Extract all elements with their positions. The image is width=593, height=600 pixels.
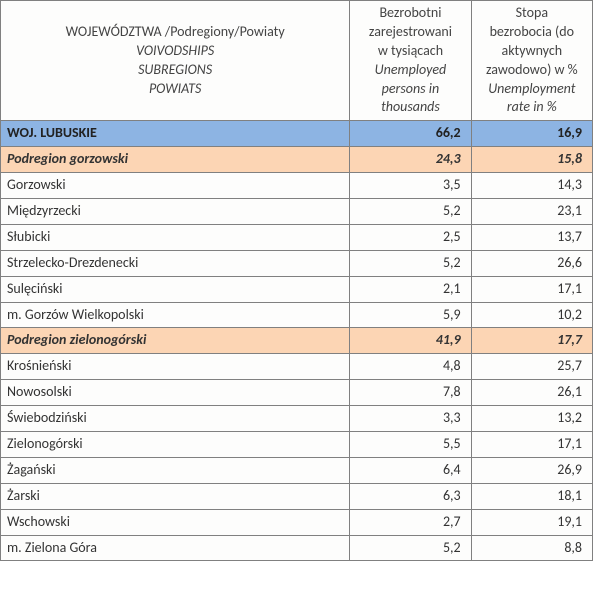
header-col2-en1: Unemployment bbox=[478, 80, 586, 99]
cell-unemployed: 5,5 bbox=[350, 432, 471, 458]
header-region-en1: VOIVODSHIPS bbox=[7, 42, 343, 61]
cell-label: Gorzowski bbox=[1, 173, 350, 199]
table-body: WOJ. LUBUSKIE 66,2 16,9 Podregion gorzow… bbox=[1, 121, 593, 561]
table-row: Słubicki 2,5 13,7 bbox=[1, 224, 593, 250]
cell-label: Podregion gorzowski bbox=[1, 147, 350, 173]
table-row: Zielonogórski 5,5 17,1 bbox=[1, 432, 593, 458]
cell-rate: 17,7 bbox=[471, 328, 592, 354]
table-row: m. Gorzów Wielkopolski 5,9 10,2 bbox=[1, 302, 593, 328]
header-col1-pl2: zarejestrowani bbox=[356, 23, 464, 42]
cell-unemployed: 41,9 bbox=[350, 328, 471, 354]
table-row: Strzelecko-Drezdenecki 5,2 26,6 bbox=[1, 250, 593, 276]
cell-rate: 26,1 bbox=[471, 380, 592, 406]
cell-label: WOJ. LUBUSKIE bbox=[1, 121, 350, 147]
cell-rate: 25,7 bbox=[471, 354, 592, 380]
cell-rate: 18,1 bbox=[471, 483, 592, 509]
cell-label: Wschowski bbox=[1, 509, 350, 535]
row-subregion: Podregion zielonogórski 41,9 17,7 bbox=[1, 328, 593, 354]
header-col2-pl3: aktywnych bbox=[478, 42, 586, 61]
cell-label: Nowosolski bbox=[1, 380, 350, 406]
cell-rate: 13,2 bbox=[471, 406, 592, 432]
cell-label: m. Zielona Góra bbox=[1, 535, 350, 561]
table-row: Żarski 6,3 18,1 bbox=[1, 483, 593, 509]
cell-rate: 17,1 bbox=[471, 276, 592, 302]
cell-rate: 26,9 bbox=[471, 457, 592, 483]
header-col1-en1: Unemployed bbox=[356, 61, 464, 80]
cell-unemployed: 5,2 bbox=[350, 250, 471, 276]
cell-rate: 15,8 bbox=[471, 147, 592, 173]
cell-unemployed: 4,8 bbox=[350, 354, 471, 380]
table-row: Gorzowski 3,5 14,3 bbox=[1, 173, 593, 199]
cell-unemployed: 66,2 bbox=[350, 121, 471, 147]
cell-label: Sulęciński bbox=[1, 276, 350, 302]
cell-label: Słubicki bbox=[1, 224, 350, 250]
cell-label: Żarski bbox=[1, 483, 350, 509]
header-rate: Stopa bezrobocia (do aktywnych zawodowo)… bbox=[471, 1, 592, 121]
header-region: WOJEWÓDZTWA /Podregiony/Powiaty VOIVODSH… bbox=[1, 1, 350, 121]
table-header-row: WOJEWÓDZTWA /Podregiony/Powiaty VOIVODSH… bbox=[1, 1, 593, 121]
header-col1-pl1: Bezrobotni bbox=[356, 4, 464, 23]
cell-rate: 8,8 bbox=[471, 535, 592, 561]
header-col2-pl2: bezrobocia (do bbox=[478, 23, 586, 42]
cell-label: Zielonogórski bbox=[1, 432, 350, 458]
cell-rate: 14,3 bbox=[471, 173, 592, 199]
cell-unemployed: 7,8 bbox=[350, 380, 471, 406]
cell-unemployed: 2,7 bbox=[350, 509, 471, 535]
header-col2-pl4: zawodowo) w % bbox=[478, 61, 586, 80]
cell-rate: 17,1 bbox=[471, 432, 592, 458]
cell-unemployed: 6,4 bbox=[350, 457, 471, 483]
header-col2-pl1: Stopa bbox=[478, 4, 586, 23]
table-row: Świebodziński 3,3 13,2 bbox=[1, 406, 593, 432]
row-subregion: Podregion gorzowski 24,3 15,8 bbox=[1, 147, 593, 173]
cell-unemployed: 3,5 bbox=[350, 173, 471, 199]
unemployment-table-wrap: WOJEWÓDZTWA /Podregiony/Powiaty VOIVODSH… bbox=[0, 0, 593, 561]
header-region-en3: POWIATS bbox=[7, 80, 343, 99]
table-row: Wschowski 2,7 19,1 bbox=[1, 509, 593, 535]
cell-rate: 13,7 bbox=[471, 224, 592, 250]
cell-label: Żagański bbox=[1, 457, 350, 483]
header-region-pl: WOJEWÓDZTWA /Podregiony/Powiaty bbox=[7, 23, 343, 42]
header-col2-en2: rate in % bbox=[478, 98, 586, 117]
header-col1-en3: thousands bbox=[356, 98, 464, 117]
table-row: Żagański 6,4 26,9 bbox=[1, 457, 593, 483]
header-unemployed: Bezrobotni zarejestrowani w tysiącach Un… bbox=[350, 1, 471, 121]
cell-rate: 10,2 bbox=[471, 302, 592, 328]
table-row: Międzyrzecki 5,2 23,1 bbox=[1, 199, 593, 225]
cell-unemployed: 3,3 bbox=[350, 406, 471, 432]
cell-label: Międzyrzecki bbox=[1, 199, 350, 225]
cell-unemployed: 5,9 bbox=[350, 302, 471, 328]
table-row: m. Zielona Góra 5,2 8,8 bbox=[1, 535, 593, 561]
cell-unemployed: 5,2 bbox=[350, 535, 471, 561]
header-region-en2: SUBREGIONS bbox=[7, 61, 343, 80]
cell-unemployed: 5,2 bbox=[350, 199, 471, 225]
cell-unemployed: 2,5 bbox=[350, 224, 471, 250]
cell-label: Świebodziński bbox=[1, 406, 350, 432]
table-row: Krośnieński 4,8 25,7 bbox=[1, 354, 593, 380]
cell-rate: 16,9 bbox=[471, 121, 592, 147]
cell-rate: 23,1 bbox=[471, 199, 592, 225]
cell-label: Strzelecko-Drezdenecki bbox=[1, 250, 350, 276]
header-col1-pl3: w tysiącach bbox=[356, 42, 464, 61]
cell-unemployed: 24,3 bbox=[350, 147, 471, 173]
cell-unemployed: 6,3 bbox=[350, 483, 471, 509]
table-row: Sulęciński 2,1 17,1 bbox=[1, 276, 593, 302]
unemployment-table: WOJEWÓDZTWA /Podregiony/Powiaty VOIVODSH… bbox=[0, 0, 593, 561]
cell-label: m. Gorzów Wielkopolski bbox=[1, 302, 350, 328]
cell-label: Krośnieński bbox=[1, 354, 350, 380]
header-col1-en2: persons in bbox=[356, 80, 464, 99]
cell-unemployed: 2,1 bbox=[350, 276, 471, 302]
cell-rate: 26,6 bbox=[471, 250, 592, 276]
cell-label: Podregion zielonogórski bbox=[1, 328, 350, 354]
cell-rate: 19,1 bbox=[471, 509, 592, 535]
row-voivodship: WOJ. LUBUSKIE 66,2 16,9 bbox=[1, 121, 593, 147]
table-row: Nowosolski 7,8 26,1 bbox=[1, 380, 593, 406]
